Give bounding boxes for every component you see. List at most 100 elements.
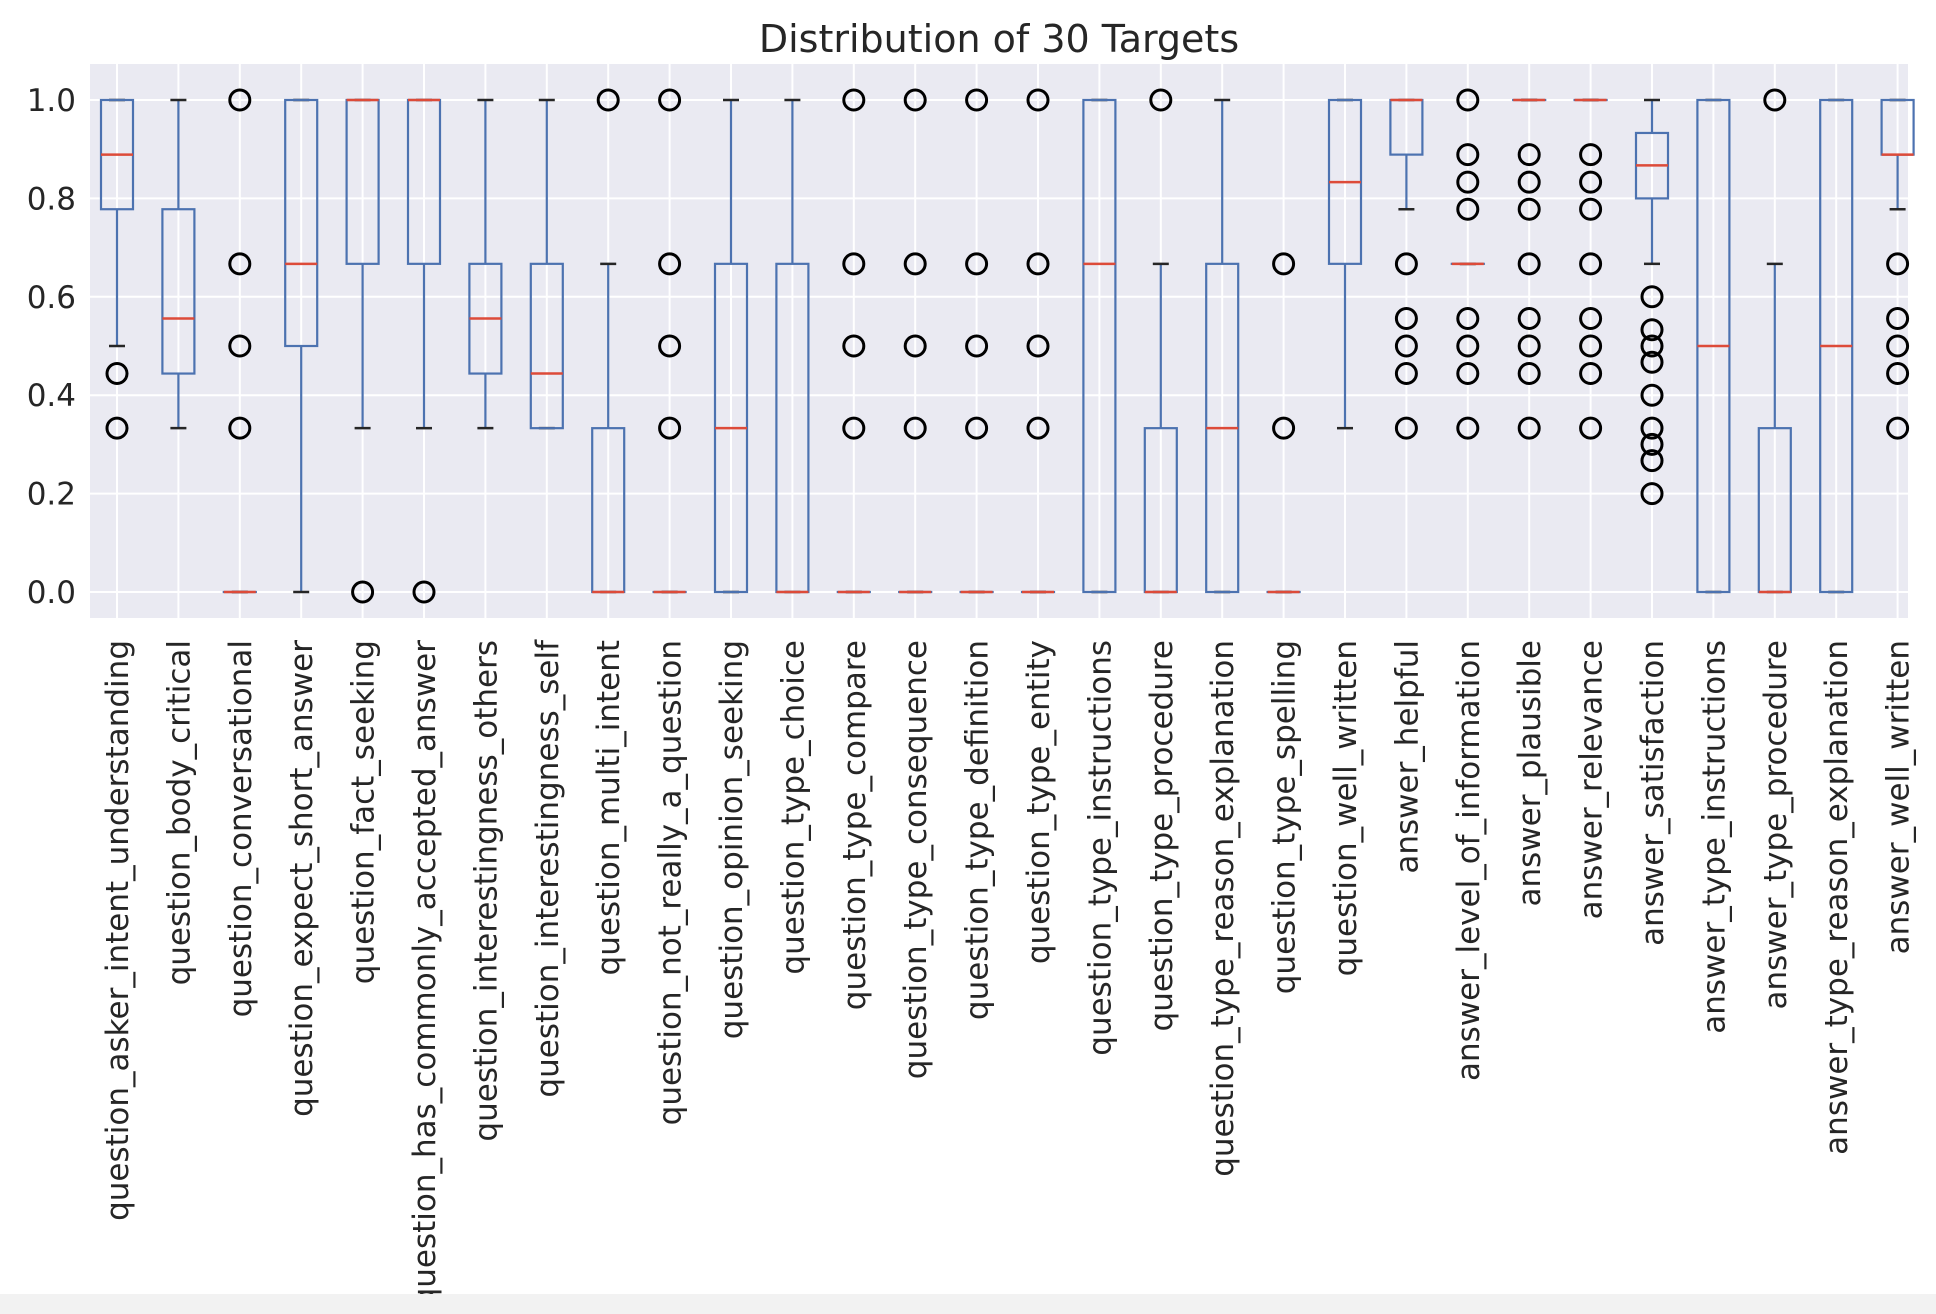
y-tick-label: 0.4 xyxy=(27,378,76,414)
outlier-point xyxy=(228,88,252,112)
outlier-point xyxy=(965,252,989,276)
outlier-point xyxy=(1640,383,1664,407)
outlier-point xyxy=(105,416,129,440)
outlier-point xyxy=(903,416,927,440)
iqr-box xyxy=(284,98,319,348)
box-answer_plausible xyxy=(1512,98,1547,440)
x-tick-label: answer_type_reason_explanation xyxy=(1819,640,1855,1155)
outlier-point xyxy=(1394,306,1418,330)
box-answer_level_of_information xyxy=(1450,88,1485,440)
outlier-point xyxy=(1579,362,1603,386)
x-tick-label: question_conversational xyxy=(223,640,259,1017)
outlier-point xyxy=(1394,416,1418,440)
box-question_interestingness_self xyxy=(529,98,564,430)
iqr-box xyxy=(529,262,564,430)
y-tick-label: 0.2 xyxy=(27,477,76,513)
outlier-point xyxy=(1579,334,1603,358)
outlier-point xyxy=(228,252,252,276)
x-tick-label: question_has_commonly_accepted_answer xyxy=(407,640,443,1308)
x-tick-label: answer_well_written xyxy=(1881,640,1917,954)
box-question_multi_intent xyxy=(591,88,626,594)
outlier-point xyxy=(1456,334,1480,358)
outlier-point xyxy=(351,580,375,604)
box-question_type_compare xyxy=(836,88,871,594)
x-tick-label: question_type_definition xyxy=(960,640,996,1020)
x-tick-label: answer_satisfaction xyxy=(1635,640,1671,946)
outlier-point xyxy=(1517,170,1541,194)
box-question_asker_intent_understanding xyxy=(99,98,135,440)
outlier-point xyxy=(1579,306,1603,330)
x-tick-label: question_type_compare xyxy=(837,640,873,1010)
box-answer_well_written xyxy=(1880,98,1915,440)
x-tick-label: answer_plausible xyxy=(1512,640,1548,907)
x-tick-label: question_fact_seeking xyxy=(346,640,382,984)
outlier-point xyxy=(1886,334,1910,358)
box-question_type_definition xyxy=(959,88,994,594)
outlier-point xyxy=(228,334,252,358)
box-question_not_really_a_question xyxy=(652,88,687,594)
x-tick-label: question_interestingness_others xyxy=(468,640,504,1142)
outlier-point xyxy=(1886,252,1910,276)
outlier-point xyxy=(1456,362,1480,386)
outlier-point xyxy=(1026,334,1050,358)
y-tick-label: 0.8 xyxy=(27,181,76,217)
iqr-box xyxy=(161,208,196,375)
box-question_interestingness_others xyxy=(468,98,503,430)
box-answer_satisfaction xyxy=(1634,98,1670,506)
x-tick-label: question_body_critical xyxy=(161,640,197,985)
outlier-point xyxy=(903,334,927,358)
outlier-point xyxy=(1517,306,1541,330)
outlier-point xyxy=(1517,362,1541,386)
outlier-point xyxy=(1517,416,1541,440)
x-tick-label: question_type_procedure xyxy=(1144,640,1180,1031)
outlier-point xyxy=(1579,197,1603,221)
x-tick-label: answer_type_procedure xyxy=(1758,640,1794,1010)
outlier-point xyxy=(1579,416,1603,440)
outlier-point xyxy=(1640,334,1664,358)
outlier-point xyxy=(1456,143,1480,167)
box-question_opinion_seeking xyxy=(713,98,749,594)
outlier-point xyxy=(842,416,866,440)
outlier-point xyxy=(1456,416,1480,440)
x-tick-label: answer_relevance xyxy=(1574,640,1610,919)
x-tick-label: question_asker_intent_understanding xyxy=(100,640,136,1221)
outlier-point xyxy=(965,334,989,358)
outlier-point xyxy=(1394,334,1418,358)
outlier-point xyxy=(1640,449,1664,473)
box-question_type_procedure xyxy=(1143,88,1178,594)
outlier-point xyxy=(1886,416,1910,440)
outlier-point xyxy=(1026,252,1050,276)
outlier-point xyxy=(1886,362,1910,386)
outlier-point xyxy=(842,334,866,358)
x-tick-labels: question_asker_intent_understanding quest… xyxy=(100,639,1917,1307)
y-tick-labels: 0.0 0.2 0.4 0.6 0.8 1.0 xyxy=(27,83,76,611)
x-tick-label: question_type_spelling xyxy=(1267,640,1303,994)
outlier-point xyxy=(1640,416,1664,440)
outlier-point xyxy=(658,252,682,276)
x-tick-label: question_type_instructions xyxy=(1082,640,1118,1056)
outlier-point xyxy=(1456,306,1480,330)
outlier-point xyxy=(1394,362,1418,386)
bottom-strip xyxy=(0,1294,1936,1314)
box-question_type_choice xyxy=(775,98,810,594)
x-tick-label: answer_helpful xyxy=(1389,640,1425,874)
box-layer xyxy=(99,88,1915,604)
box-question_type_instructions xyxy=(1082,98,1117,594)
outlier-point xyxy=(596,88,620,112)
outlier-point xyxy=(842,252,866,276)
outlier-point xyxy=(228,416,252,440)
box-answer_type_instructions xyxy=(1696,98,1731,594)
y-tick-label: 0.0 xyxy=(27,575,76,611)
outlier-point xyxy=(1456,88,1480,112)
outlier-point xyxy=(1149,88,1173,112)
outlier-point xyxy=(1517,143,1541,167)
box-answer_relevance xyxy=(1573,98,1608,440)
outlier-point xyxy=(1579,252,1603,276)
outlier-point xyxy=(1456,197,1480,221)
box-question_well_written xyxy=(1327,98,1363,430)
x-tick-label: question_not_really_a_question xyxy=(653,640,689,1125)
box-question_type_entity xyxy=(1020,88,1056,594)
outlier-point xyxy=(965,416,989,440)
x-tick-label: question_type_reason_explanation xyxy=(1205,640,1241,1177)
